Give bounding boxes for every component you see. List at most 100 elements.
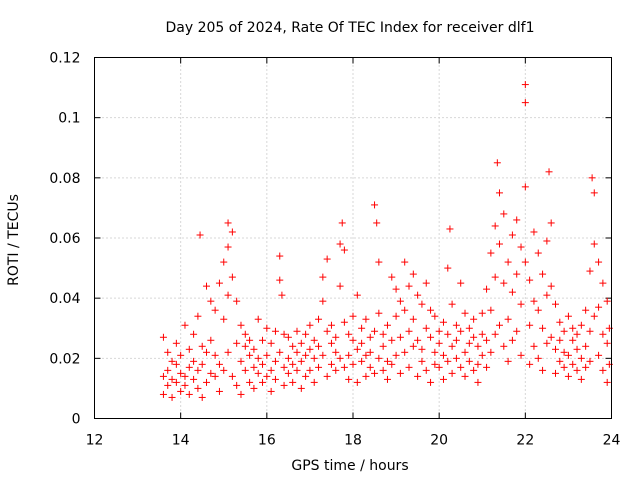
y-axis-label: ROTI / TECUs <box>6 194 22 286</box>
data-point <box>276 276 284 284</box>
data-point <box>345 375 353 383</box>
data-point <box>457 279 465 287</box>
data-point <box>306 345 314 353</box>
data-point <box>427 378 435 386</box>
data-point <box>508 231 516 239</box>
data-point <box>280 381 288 389</box>
plot-frame <box>94 57 612 419</box>
data-point <box>323 372 331 380</box>
data-point <box>375 258 383 266</box>
data-point <box>198 360 206 368</box>
data-point <box>379 330 387 338</box>
data-point <box>487 306 495 314</box>
data-point <box>396 369 404 377</box>
data-point <box>461 348 469 356</box>
data-point <box>237 321 245 329</box>
data-point <box>194 384 202 392</box>
data-point <box>444 357 452 365</box>
data-point <box>470 366 478 374</box>
data-point <box>345 330 353 338</box>
data-point <box>233 297 241 305</box>
data-point <box>203 282 211 290</box>
data-point <box>595 303 603 311</box>
data-point <box>340 363 348 371</box>
data-point <box>353 345 361 353</box>
data-point <box>530 297 538 305</box>
data-point <box>271 327 279 335</box>
data-point <box>250 384 258 392</box>
data-point <box>276 348 284 356</box>
data-point <box>224 348 232 356</box>
data-point <box>392 285 400 293</box>
data-point <box>461 372 469 380</box>
data-point <box>246 351 254 359</box>
data-point <box>409 342 417 350</box>
data-point <box>246 378 254 386</box>
data-point <box>315 342 323 350</box>
data-point <box>551 369 559 377</box>
data-point <box>422 324 430 332</box>
data-point <box>478 351 486 359</box>
data-point <box>595 258 603 266</box>
x-tick-label: 24 <box>603 433 621 449</box>
data-point <box>427 333 435 341</box>
data-point <box>556 318 564 326</box>
data-point <box>379 366 387 374</box>
data-point <box>405 327 413 335</box>
chart-title: Day 205 of 2024, Rate Of TEC Index for r… <box>166 20 535 36</box>
data-point <box>211 306 219 314</box>
data-point <box>215 387 223 395</box>
data-point <box>526 360 534 368</box>
data-point <box>388 273 396 281</box>
data-point <box>215 360 223 368</box>
data-point <box>590 240 598 248</box>
data-point <box>573 366 581 374</box>
data-point <box>396 297 404 305</box>
data-point <box>543 291 551 299</box>
data-point <box>603 339 611 347</box>
data-point <box>590 189 598 197</box>
data-point <box>159 372 167 380</box>
data-point <box>474 378 482 386</box>
data-point <box>310 378 318 386</box>
data-point <box>452 336 460 344</box>
data-point <box>332 333 340 341</box>
data-point <box>521 99 529 107</box>
data-point <box>185 363 193 371</box>
data-point <box>284 333 292 341</box>
data-point <box>414 336 422 344</box>
data-point <box>271 375 279 383</box>
data-point <box>392 312 400 320</box>
x-tick-label: 16 <box>258 433 276 449</box>
data-point <box>362 372 370 380</box>
data-point <box>513 327 521 335</box>
data-point <box>246 336 254 344</box>
data-point <box>517 300 525 308</box>
data-point <box>582 306 590 314</box>
data-point <box>418 357 426 365</box>
data-point <box>439 351 447 359</box>
data-point <box>302 330 310 338</box>
data-point <box>534 249 542 257</box>
data-point <box>465 339 473 347</box>
data-point <box>452 354 460 362</box>
x-tick-label: 22 <box>516 433 534 449</box>
data-point <box>207 297 215 305</box>
data-point <box>526 276 534 284</box>
data-point <box>444 330 452 338</box>
data-point <box>349 336 357 344</box>
data-point <box>448 342 456 350</box>
data-point <box>409 270 417 278</box>
data-point <box>297 339 305 347</box>
data-point <box>366 333 374 341</box>
data-point <box>465 324 473 332</box>
data-point <box>543 339 551 347</box>
data-point <box>172 339 180 347</box>
data-point <box>228 228 236 236</box>
data-point <box>280 330 288 338</box>
data-point <box>315 363 323 371</box>
data-point <box>211 351 219 359</box>
data-point <box>457 363 465 371</box>
data-point <box>271 357 279 365</box>
